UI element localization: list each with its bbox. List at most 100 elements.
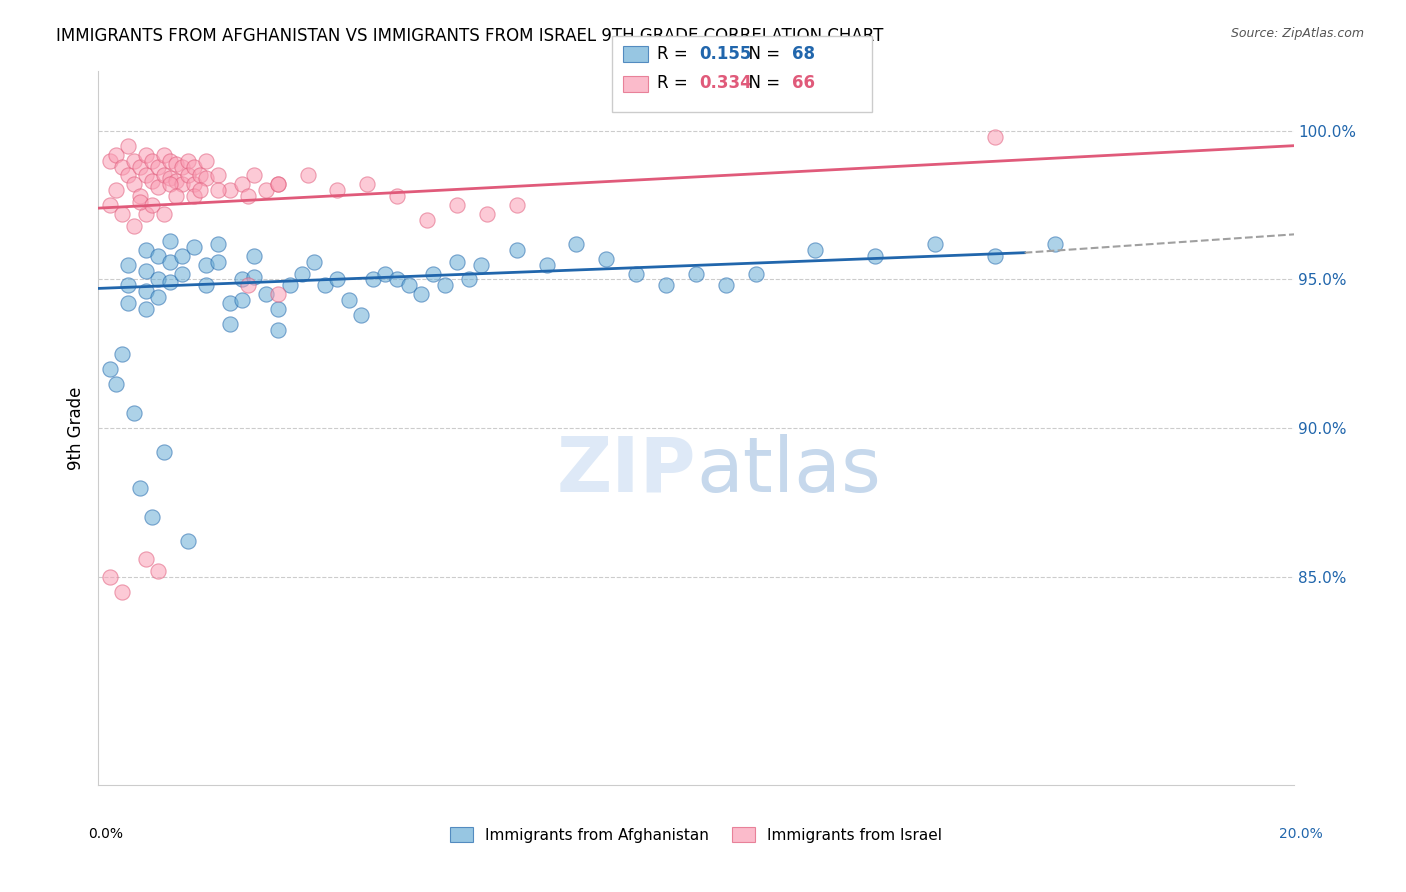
Point [129,160,152,174]
Point [141,510,163,524]
Point [350,308,373,322]
Point [141,174,163,188]
Point [135,285,157,299]
Point [117,278,139,293]
Point [98,198,122,212]
Point [278,278,301,293]
Point [326,183,349,197]
Point [231,178,253,192]
Point [398,278,420,293]
Point [326,272,349,286]
Point [315,278,337,293]
Point [105,376,128,391]
Point [111,584,134,599]
Point [105,147,128,161]
Text: 0.334: 0.334 [699,74,752,92]
Point [297,169,319,183]
Point [219,317,242,331]
Point [105,183,128,197]
Point [236,278,259,293]
Point [129,195,152,210]
Point [231,272,253,286]
Point [111,207,134,221]
Point [475,207,498,221]
Point [159,153,181,168]
Point [804,243,827,257]
Point [183,189,205,203]
Point [135,169,157,183]
Text: 0.155: 0.155 [699,45,751,62]
Text: 66: 66 [792,74,814,92]
Text: R =: R = [657,74,693,92]
Point [148,272,170,286]
Point [148,290,170,304]
Point [183,160,205,174]
Point [416,213,439,227]
Text: IMMIGRANTS FROM AFGHANISTAN VS IMMIGRANTS FROM ISRAEL 9TH GRADE CORRELATION CHAR: IMMIGRANTS FROM AFGHANISTAN VS IMMIGRANT… [56,27,883,45]
Point [195,278,218,293]
Y-axis label: 9th Grade: 9th Grade [66,386,84,470]
Text: R =: R = [657,45,693,62]
Point [302,254,325,268]
Point [714,278,737,293]
Point [177,169,200,183]
Point [195,171,218,186]
Text: N =: N = [738,45,786,62]
Point [172,178,194,192]
Point [207,169,229,183]
Point [984,129,1007,144]
Text: N =: N = [738,74,786,92]
Point [124,178,146,192]
Point [98,570,122,584]
Point [219,296,242,310]
Point [135,263,157,277]
Point [254,287,277,301]
Point [98,153,122,168]
Point [135,552,157,566]
Point [165,189,187,203]
Point [153,207,176,221]
Point [458,272,481,286]
Point [267,178,290,192]
Point [159,254,181,268]
Point [129,189,152,203]
Point [177,534,200,549]
Point [148,160,170,174]
Point [506,243,529,257]
Point [745,267,768,281]
Point [124,153,146,168]
Point [385,189,409,203]
Point [1043,236,1066,251]
Point [172,160,194,174]
Point [135,302,157,317]
Point [595,252,617,266]
Point [207,183,229,197]
Point [207,236,229,251]
Point [446,254,468,268]
Point [626,267,648,281]
Text: 20.0%: 20.0% [1278,828,1323,841]
Point [148,249,170,263]
Point [124,406,146,420]
Point [267,323,290,337]
Point [267,287,290,301]
Point [506,198,529,212]
Point [117,258,139,272]
Point [98,361,122,376]
Text: ZIP: ZIP [557,434,696,508]
Point [129,481,152,495]
Text: Source: ZipAtlas.com: Source: ZipAtlas.com [1230,27,1364,40]
Legend: Immigrants from Afghanistan, Immigrants from Israel: Immigrants from Afghanistan, Immigrants … [444,821,948,848]
Point [267,302,290,317]
Point [135,207,157,221]
Point [153,445,176,459]
Point [111,160,134,174]
Point [172,267,194,281]
Point [291,267,314,281]
Point [243,169,266,183]
Point [536,258,558,272]
Point [177,153,200,168]
Point [141,153,163,168]
Point [254,183,277,197]
Point [153,147,176,161]
